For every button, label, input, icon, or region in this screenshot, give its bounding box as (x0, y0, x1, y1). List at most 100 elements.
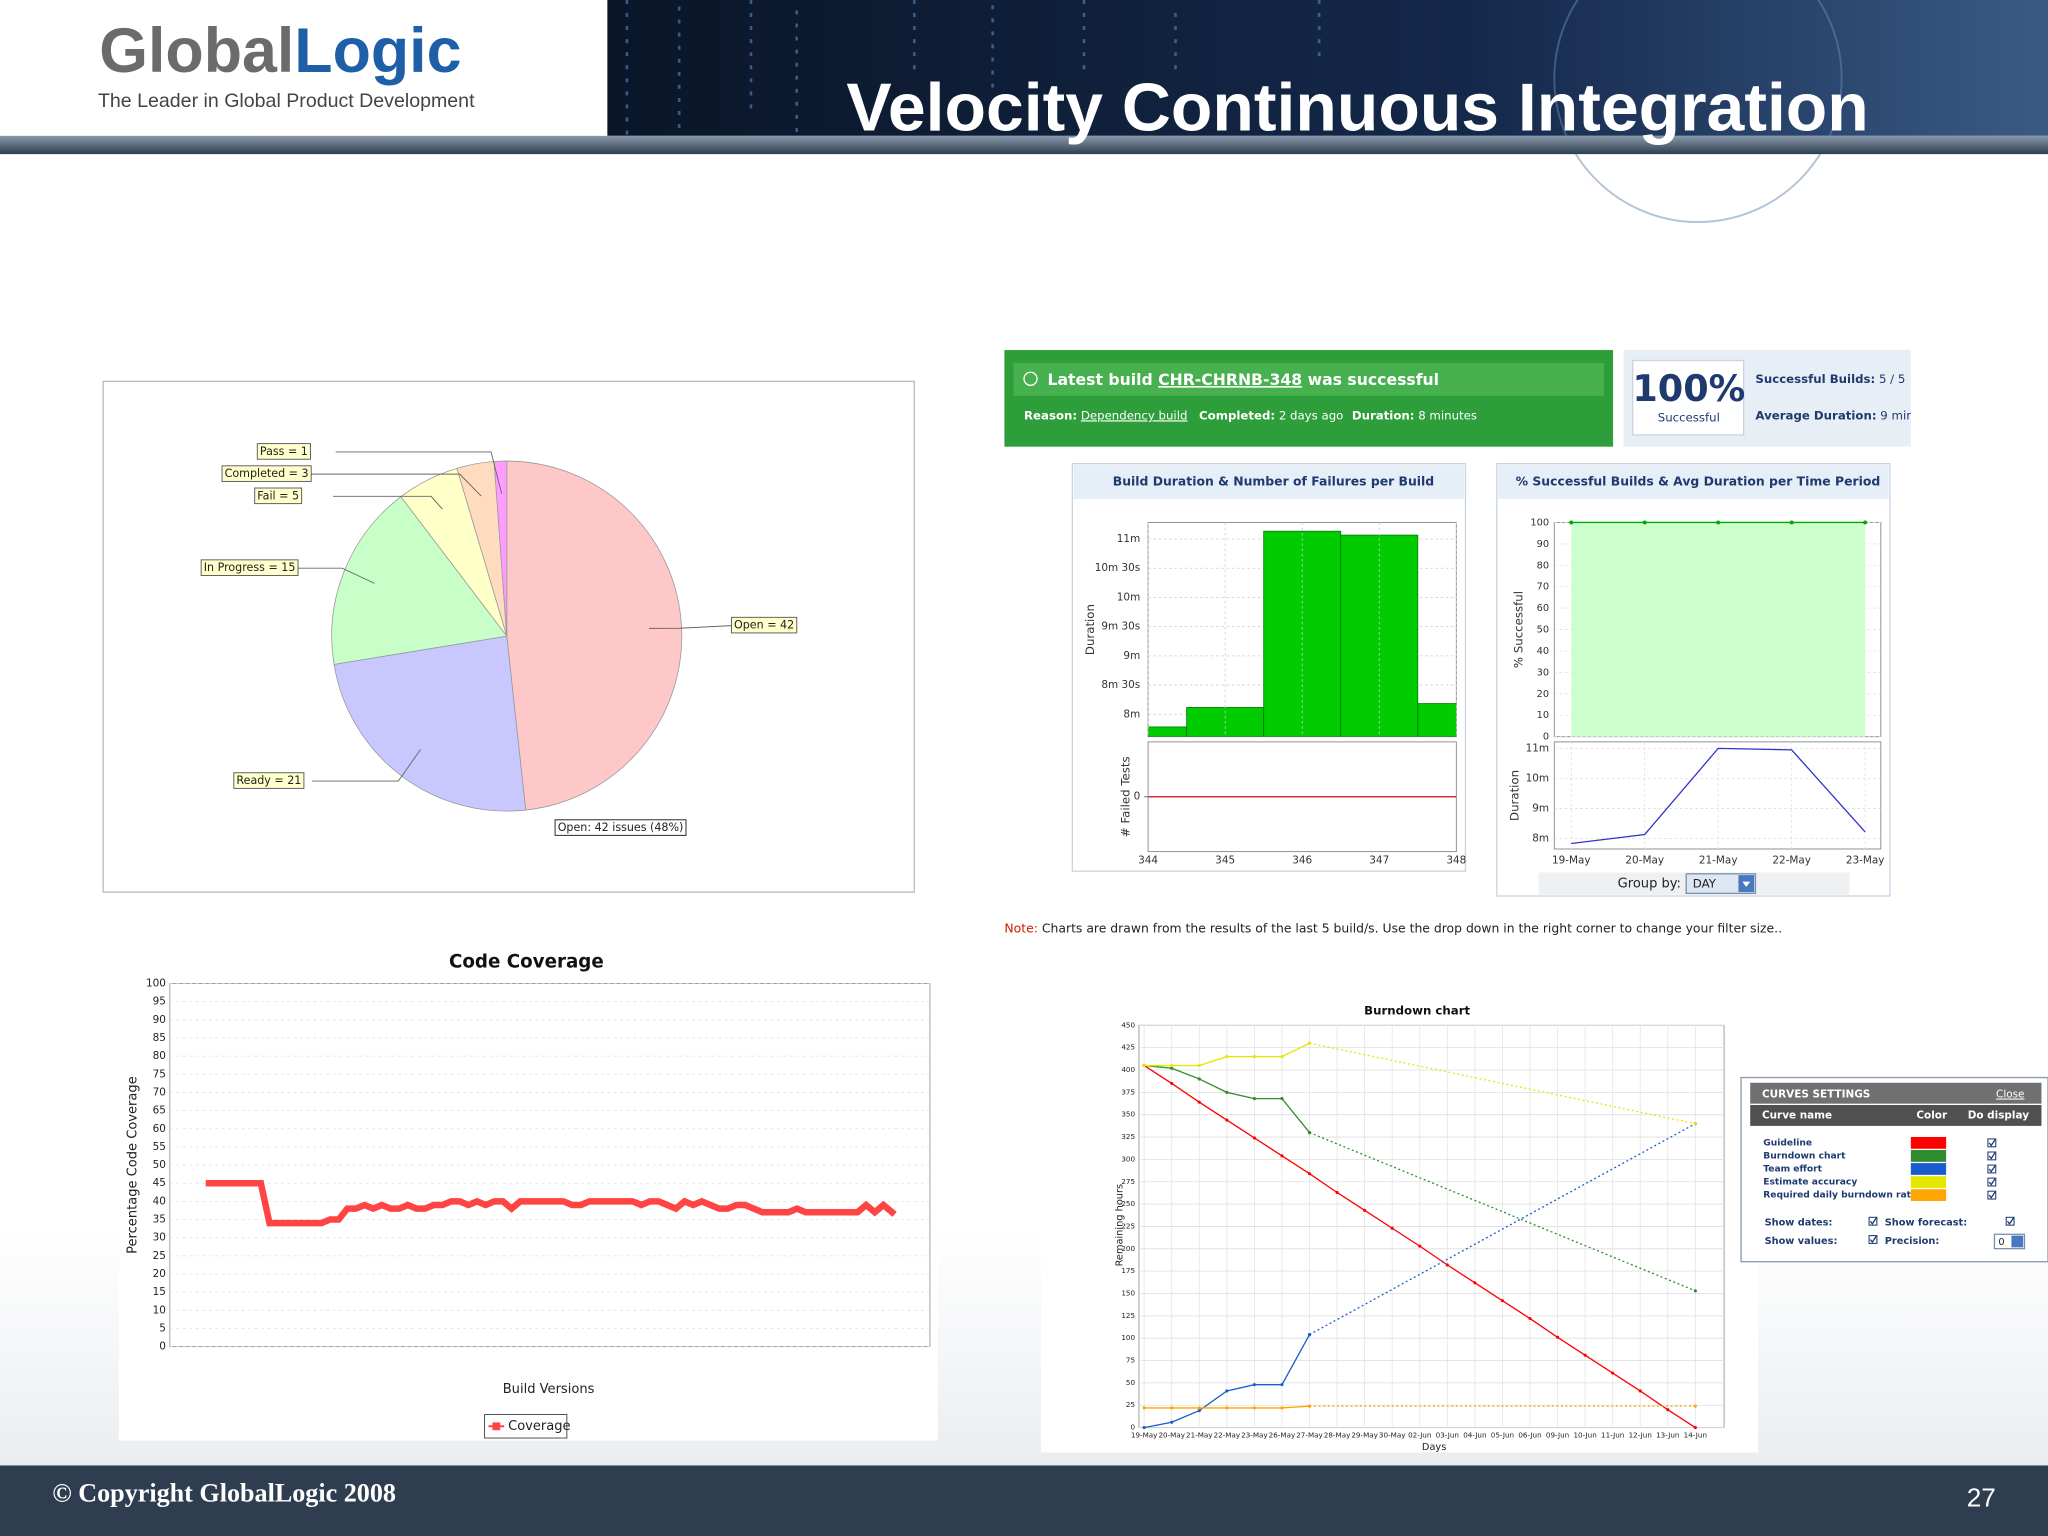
point (1142, 1406, 1146, 1410)
panel-header (1073, 464, 1465, 499)
point (1225, 1055, 1229, 1059)
y-tick-label: 20 (1537, 689, 1549, 700)
checkbox[interactable] (1987, 1138, 1997, 1148)
leader-line (335, 451, 503, 494)
globe (1553, 0, 1843, 223)
page-number: 27 (1967, 1482, 1996, 1512)
y-tick-label: 10m (1117, 591, 1140, 603)
point (1142, 1063, 1146, 1068)
y-tick-label: 250 (1121, 1199, 1135, 1208)
checkbox[interactable] (1868, 1216, 1878, 1226)
y-tick-label: 85 (153, 1032, 166, 1044)
y-tick-label: 90 (1537, 539, 1549, 550)
y-tick-label: 25 (153, 1250, 166, 1262)
y-tick-label: 75 (1126, 1356, 1135, 1365)
point (1197, 1077, 1201, 1081)
point (1225, 1090, 1229, 1094)
close-link[interactable]: Close (1996, 1089, 2024, 1101)
checkbox[interactable] (2005, 1216, 2015, 1226)
point (1225, 1118, 1229, 1122)
y-tick-label: 425 (1121, 1043, 1135, 1052)
y-tick-label: 10 (153, 1304, 166, 1316)
x-tick-label: 03-Jun (1436, 1430, 1459, 1439)
curve-name: Required daily burndown rate (1763, 1191, 1917, 1201)
chart-title: % Successful Builds & Avg Duration per T… (1516, 473, 1881, 488)
curve-color (1910, 1136, 1947, 1149)
chart-title: Burndown chart (1364, 1003, 1470, 1017)
x-tick-label: 347 (1369, 855, 1389, 867)
x-tick-label: 27-May (1296, 1430, 1323, 1439)
y-axis-label: Percentage Code Coverage (126, 1076, 141, 1254)
point (1445, 1263, 1449, 1267)
note-text: Charts are drawn from the results of the… (1042, 920, 1782, 935)
header-decoration (625, 0, 1321, 136)
curves-settings: CURVES SETTINGS Close Curve name Color D… (1740, 1076, 2048, 1263)
group-by-select[interactable] (1685, 873, 1757, 895)
x-tick-label: 29-May (1351, 1430, 1378, 1439)
point (1252, 1097, 1256, 1101)
point (1197, 1063, 1201, 1068)
forecast-line (1309, 1131, 1696, 1292)
chart-title: Code Coverage (449, 952, 604, 973)
precision-value[interactable]: 0 (1998, 1237, 2004, 1248)
point (1693, 1426, 1697, 1430)
text: Duration: (1352, 408, 1415, 422)
point (1693, 1289, 1697, 1293)
y-tick-label: 100 (1121, 1333, 1135, 1342)
x-tick-label: 20-May (1625, 855, 1664, 867)
column-header: Curve name (1762, 1109, 1832, 1121)
y-tick-label: 10m 30s (1095, 562, 1141, 574)
y-tick-label: 400 (1121, 1065, 1135, 1074)
settings-title-bar (1750, 1082, 2042, 1104)
check-mark (1988, 1191, 1996, 1199)
point (1170, 1066, 1174, 1070)
point (1225, 1389, 1229, 1393)
point (1716, 520, 1721, 525)
point (1390, 1226, 1394, 1230)
point (1863, 520, 1868, 525)
logo: GlobalLogic (99, 15, 461, 85)
leader-line (312, 749, 421, 782)
y-tick-label: 60 (1537, 603, 1549, 614)
y-tick-label: 80 (1537, 560, 1549, 571)
panel-header (1498, 464, 1889, 499)
point (1170, 1420, 1174, 1424)
group-by-value[interactable]: DAY (1693, 877, 1717, 891)
x-tick-label: 06-Jun (1518, 1430, 1541, 1439)
y-tick-label: 300 (1121, 1154, 1135, 1163)
leader-line (648, 625, 732, 629)
checkbox[interactable] (1987, 1164, 1997, 1174)
y-tick-label: 150 (1121, 1288, 1135, 1297)
y-tick-label: 65 (153, 1105, 166, 1117)
reason-link[interactable]: Dependency build (1081, 408, 1188, 422)
build-link[interactable]: CHR-CHRNB-348 (1158, 370, 1302, 389)
point (1170, 1063, 1174, 1068)
y-tick-label: 95 (153, 996, 166, 1008)
label-box (233, 772, 305, 789)
header-strip (0, 135, 2048, 155)
y-tick-label: 9m (1532, 802, 1549, 814)
select-arrow[interactable] (2011, 1235, 2024, 1248)
checkbox[interactable] (1868, 1235, 1878, 1244)
option-label: Precision: (1885, 1236, 1940, 1247)
checkbox[interactable] (1987, 1151, 1997, 1161)
pie-slice (333, 635, 527, 812)
checkbox[interactable] (1987, 1190, 1997, 1200)
point (1307, 1131, 1312, 1135)
y-tick-label: 225 (1121, 1221, 1135, 1230)
summary-box: 100% Successful Successful Builds: 5 / 5… (1623, 350, 1911, 447)
text: Average Duration: (1755, 408, 1876, 422)
column-header: Color (1916, 1109, 1948, 1121)
label-box (221, 465, 312, 482)
checkbox[interactable] (1987, 1177, 1997, 1187)
build-headline: Latest build CHR-CHRNB-348 was successfu… (1048, 370, 1440, 389)
x-tick-label: 05-Jun (1491, 1430, 1514, 1439)
y-tick-label: 375 (1121, 1087, 1135, 1096)
pie-slice (506, 460, 683, 811)
annotation: Open: 42 issues (48%) (558, 821, 684, 834)
y-tick-label: 50 (1126, 1378, 1136, 1387)
point (1252, 1383, 1256, 1387)
duration-line (1571, 747, 1866, 845)
text: Completed: (1199, 408, 1275, 422)
slice-label: Fail = 5 (257, 489, 299, 502)
